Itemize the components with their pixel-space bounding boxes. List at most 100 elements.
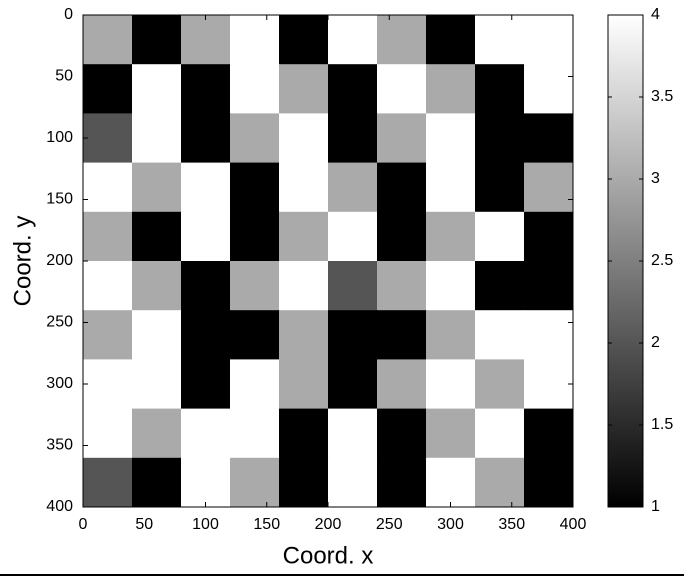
heat-cell (181, 457, 231, 508)
heat-cell (230, 15, 280, 65)
heat-cell (83, 261, 133, 311)
heat-cell (83, 15, 133, 65)
heat-cell (279, 211, 329, 262)
x-tick-label: 100 (192, 516, 219, 533)
heat-cell (377, 162, 427, 213)
heat-cell (426, 162, 476, 213)
y-tick-label: 150 (46, 191, 73, 208)
heat-cell (132, 261, 182, 311)
heat-cell (524, 15, 574, 65)
heat-cell (475, 64, 525, 114)
heat-cell (524, 261, 574, 311)
heat-cell (279, 359, 329, 410)
heat-cell (83, 457, 133, 508)
heat-cell (426, 310, 476, 360)
heat-cell (328, 113, 378, 164)
heat-cell (181, 211, 231, 262)
heat-cell (83, 408, 133, 459)
colorbar-tick-label: 3 (651, 170, 660, 187)
heat-cell (426, 359, 476, 410)
heat-cell (377, 261, 427, 311)
heat-cell (426, 261, 476, 311)
heat-cell (377, 310, 427, 360)
x-axis-label: Coord. x (283, 542, 374, 569)
heat-cell (181, 408, 231, 459)
heat-cell (426, 15, 476, 65)
y-tick-label: 350 (46, 437, 73, 454)
heat-cell (83, 359, 133, 410)
heat-cell (475, 113, 525, 164)
heat-cell (279, 162, 329, 213)
heat-cell (524, 113, 574, 164)
heat-cell (475, 408, 525, 459)
heat-cell (132, 408, 182, 459)
heat-cell (426, 211, 476, 262)
heat-cell (426, 64, 476, 114)
heat-cell (83, 211, 133, 262)
heat-cell (132, 359, 182, 410)
y-tick-label: 200 (46, 252, 73, 269)
heat-cell (181, 113, 231, 164)
heat-cell (328, 408, 378, 459)
heat-cell (181, 162, 231, 213)
colorbar-tick-label: 2 (651, 334, 660, 351)
heat-cell (475, 15, 525, 65)
heat-cell (279, 457, 329, 508)
heat-cell (328, 359, 378, 410)
x-tick-label: 200 (315, 516, 342, 533)
heat-cell (230, 261, 280, 311)
x-tick-label: 150 (253, 516, 280, 533)
heat-cell (230, 211, 280, 262)
heat-cell (181, 15, 231, 65)
y-tick-label: 100 (46, 129, 73, 146)
heat-cell (426, 457, 476, 508)
heat-cell (328, 162, 378, 213)
colorbar-tick-label: 4 (651, 6, 660, 23)
heat-cell (426, 408, 476, 459)
x-tick-label: 350 (498, 516, 525, 533)
x-tick-label: 250 (376, 516, 403, 533)
heat-cell (475, 457, 525, 508)
heat-cell (524, 359, 574, 410)
heat-cell (181, 359, 231, 410)
heat-cell (230, 310, 280, 360)
heat-cell (132, 211, 182, 262)
heat-cell (524, 457, 574, 508)
heat-cell (377, 64, 427, 114)
heat-cell (328, 457, 378, 508)
heat-cell (279, 113, 329, 164)
colorbar-tick-label: 1 (651, 498, 660, 515)
heat-cell (377, 113, 427, 164)
heat-cell (475, 261, 525, 311)
colorbar (607, 14, 644, 508)
heat-cell (279, 261, 329, 311)
heat-cell (328, 15, 378, 65)
heat-cell (181, 261, 231, 311)
heat-cell (83, 64, 133, 114)
y-tick-label: 250 (46, 314, 73, 331)
heat-cell (230, 359, 280, 410)
heat-cell (328, 310, 378, 360)
y-axis-label: Coord. y (9, 216, 36, 307)
heat-cell (132, 162, 182, 213)
y-tick-label: 0 (64, 6, 73, 23)
heat-cell (132, 15, 182, 65)
heat-cell (475, 162, 525, 213)
x-tick-label: 400 (560, 516, 587, 533)
heat-cell (475, 359, 525, 410)
x-tick-label: 0 (79, 516, 88, 533)
heat-cell (377, 408, 427, 459)
y-tick-label: 50 (55, 68, 73, 85)
heat-cell (377, 211, 427, 262)
heat-cell (83, 310, 133, 360)
heat-cell (328, 64, 378, 114)
heat-cell (132, 64, 182, 114)
heat-cell (181, 310, 231, 360)
heat-cell (83, 162, 133, 213)
heat-cell (426, 113, 476, 164)
y-tick-label: 400 (46, 498, 73, 515)
heat-cell (475, 211, 525, 262)
heat-cell (230, 113, 280, 164)
heat-cell (524, 310, 574, 360)
heat-cell (181, 64, 231, 114)
